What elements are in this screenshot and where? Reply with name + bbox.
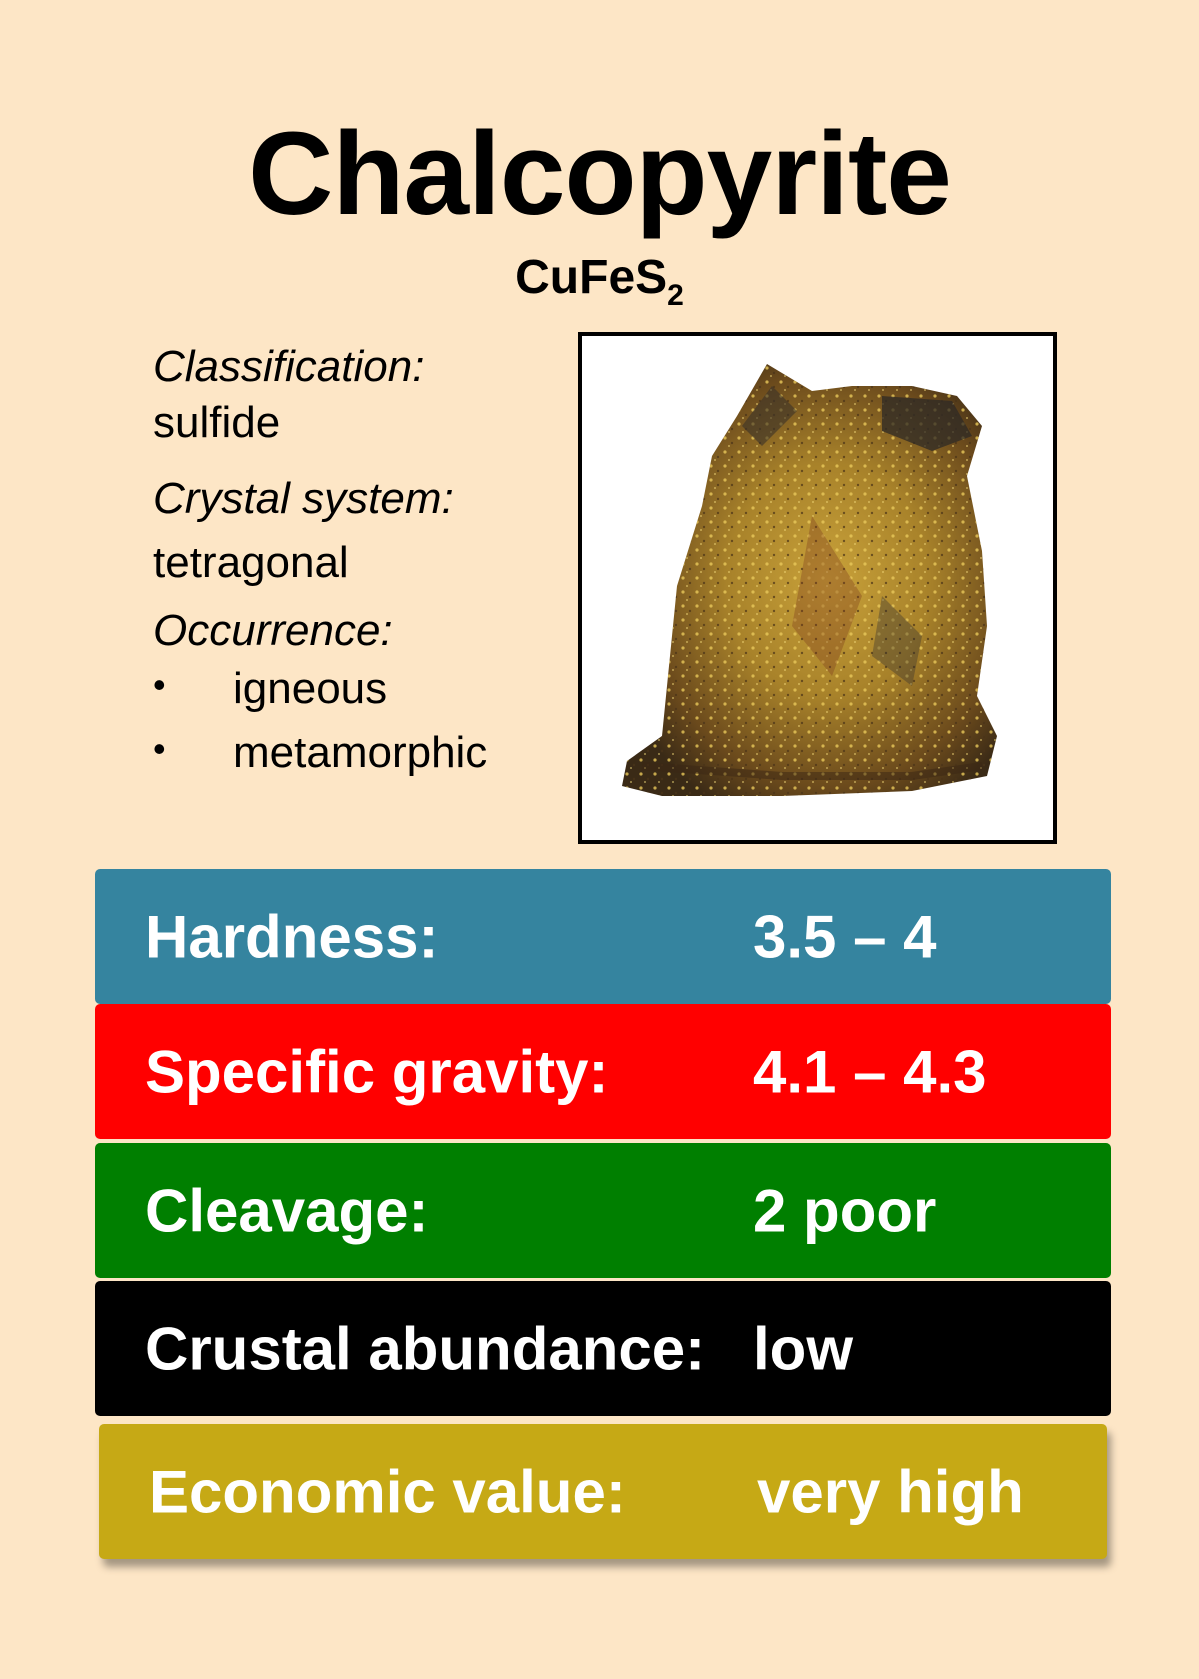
mineral-name: Chalcopyrite [248, 108, 952, 240]
occurrence-label: Occurrence: [153, 606, 393, 655]
crustal-abundance-value: low [753, 1315, 853, 1382]
occurrence-item: metamorphic [153, 731, 487, 775]
property-row-hardness: Hardness: 3.5 – 4 [95, 869, 1111, 1004]
hardness-label: Hardness: [145, 903, 439, 970]
chemical-formula: CuFeS2 [0, 250, 1199, 313]
occurrence-item: igneous [153, 667, 487, 711]
property-row-crustal-abundance: Crustal abundance: low [95, 1281, 1111, 1416]
mineral-specimen-photo [622, 364, 997, 796]
classification-value: sulfide [153, 398, 281, 447]
specimen-photo-frame [578, 332, 1057, 844]
economic-value-value: very high [757, 1458, 1024, 1525]
crystal-system-value: tetragonal [153, 538, 349, 587]
classification-label: Classification: [153, 342, 425, 391]
crustal-abundance-label: Crustal abundance: [145, 1315, 706, 1382]
property-row-economic-value: Economic value: very high [99, 1424, 1107, 1559]
property-row-specific-gravity: Specific gravity: 4.1 – 4.3 [95, 1004, 1111, 1139]
hardness-value: 3.5 – 4 [753, 903, 937, 970]
property-row-cleavage: Cleavage: 2 poor [95, 1143, 1111, 1278]
mineral-info: Classification: sulfide Crystal system: … [153, 345, 487, 795]
formula-main: CuFeS [515, 251, 668, 304]
cleavage-value: 2 poor [753, 1177, 937, 1244]
specific-gravity-label: Specific gravity: [145, 1038, 609, 1105]
cleavage-label: Cleavage: [145, 1177, 429, 1244]
specific-gravity-value: 4.1 – 4.3 [753, 1038, 987, 1105]
economic-value-label: Economic value: [149, 1458, 626, 1525]
crystal-system-label: Crystal system: [153, 474, 454, 523]
occurrence-list: igneous metamorphic [153, 667, 487, 775]
formula-subscript: 2 [667, 279, 684, 312]
